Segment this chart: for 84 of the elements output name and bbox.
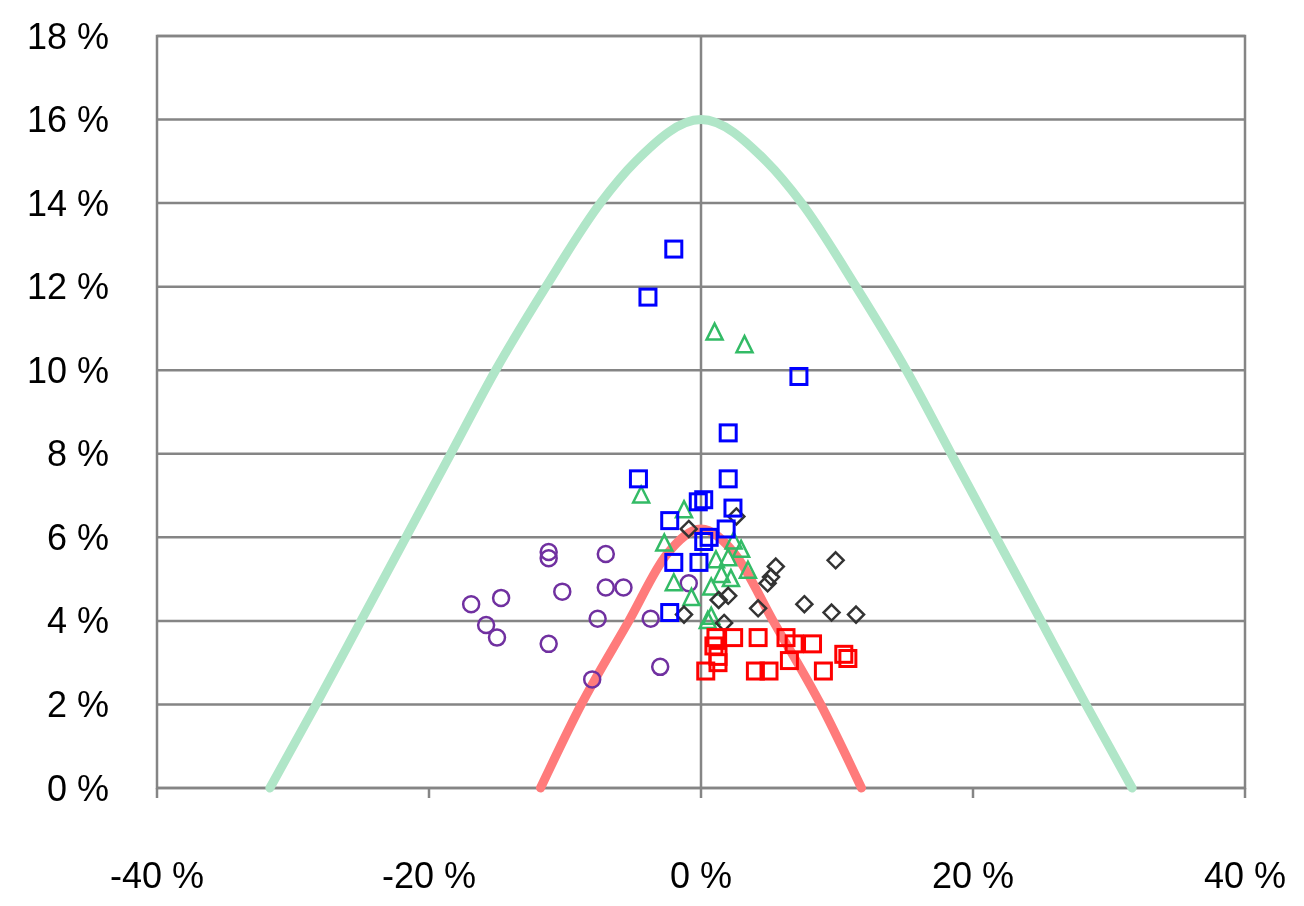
- point: [701, 606, 721, 625]
- point: [738, 560, 758, 580]
- point: [539, 548, 558, 568]
- point: [846, 605, 866, 624]
- point: [708, 653, 728, 673]
- y-tick-label: 14 %: [26, 182, 109, 224]
- y-tick-label: 2 %: [46, 684, 109, 726]
- point: [759, 661, 779, 681]
- point: [718, 586, 738, 606]
- x-tick-label: -20 %: [381, 855, 477, 896]
- point: [628, 469, 648, 489]
- point: [641, 609, 660, 629]
- point: [664, 239, 684, 259]
- point: [660, 511, 680, 531]
- point: [491, 588, 511, 608]
- point: [745, 661, 765, 681]
- point: [682, 587, 701, 607]
- point: [735, 334, 754, 354]
- y-tick-label: 12 %: [26, 266, 109, 308]
- point: [731, 539, 751, 559]
- point: [679, 519, 699, 539]
- point: [748, 628, 768, 648]
- point: [761, 567, 781, 587]
- point: [487, 628, 507, 647]
- point: [694, 490, 714, 510]
- point: [826, 551, 845, 570]
- point: [696, 661, 716, 681]
- point: [476, 615, 496, 635]
- point: [758, 574, 777, 593]
- y-tick-label: 6 %: [46, 516, 109, 558]
- point: [631, 485, 651, 504]
- point: [822, 603, 841, 622]
- point: [723, 498, 743, 518]
- y-tick-label: 10 %: [26, 349, 109, 391]
- point: [705, 322, 724, 341]
- point: [638, 287, 658, 307]
- y-tick-label: 8 %: [46, 433, 109, 475]
- point: [716, 519, 736, 539]
- point: [553, 582, 572, 601]
- x-tick-label: 40 %: [1203, 855, 1287, 896]
- point: [694, 532, 714, 552]
- point: [803, 634, 823, 654]
- y-tick-label: 16 %: [26, 99, 109, 141]
- point: [588, 609, 607, 629]
- point: [664, 573, 684, 592]
- x-tick-label: 20 %: [931, 855, 1015, 896]
- point: [718, 469, 738, 489]
- point: [784, 634, 804, 654]
- point: [708, 646, 728, 666]
- y-tick-label: 0 %: [46, 767, 109, 809]
- point: [776, 628, 796, 648]
- point: [689, 552, 709, 572]
- point: [655, 533, 674, 552]
- point: [795, 594, 814, 614]
- point: [706, 628, 726, 648]
- point: [539, 634, 558, 654]
- x-tick-label: -40 %: [109, 855, 205, 896]
- point: [724, 628, 744, 648]
- point: [664, 552, 684, 572]
- y-tick-label: 18 %: [26, 15, 109, 57]
- x-tick-label: 0 %: [669, 855, 733, 896]
- point: [718, 423, 738, 443]
- point: [789, 366, 809, 386]
- point: [650, 657, 670, 677]
- y-tick-label: 4 %: [46, 600, 109, 642]
- point: [698, 610, 718, 630]
- point: [706, 550, 726, 569]
- point: [596, 578, 616, 597]
- point: [596, 544, 616, 564]
- point: [660, 603, 680, 623]
- point: [582, 670, 602, 689]
- point: [461, 594, 481, 614]
- point: [614, 578, 633, 597]
- point: [748, 599, 768, 618]
- point: [688, 492, 708, 512]
- point: [721, 568, 741, 588]
- point: [766, 557, 786, 576]
- point: [709, 590, 728, 610]
- point: [704, 636, 724, 656]
- point: [813, 661, 833, 681]
- point: [779, 651, 799, 671]
- point: [699, 527, 719, 547]
- point: [718, 547, 738, 567]
- point: [539, 542, 558, 562]
